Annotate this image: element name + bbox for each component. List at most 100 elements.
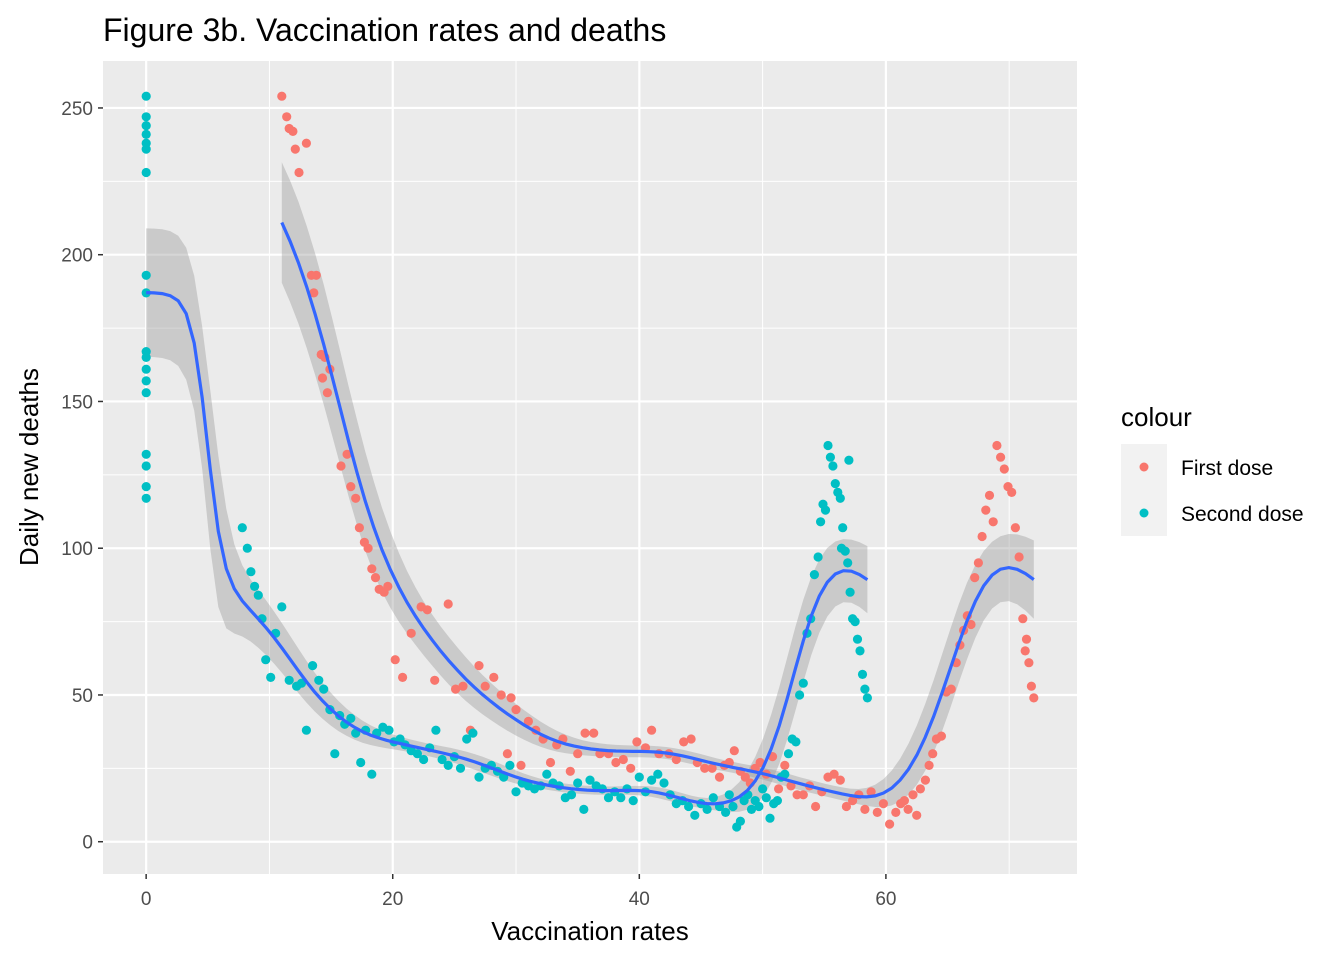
legend-marker-first-dose <box>1139 462 1149 472</box>
y-tick-label: 150 <box>61 392 93 413</box>
data-point <box>480 681 490 691</box>
y-tick-label: 50 <box>72 686 93 707</box>
data-point <box>1018 614 1028 624</box>
data-point <box>496 690 506 700</box>
data-point <box>294 167 304 178</box>
data-point <box>585 775 595 785</box>
data-point <box>367 769 377 779</box>
data-point <box>277 91 287 101</box>
data-point <box>728 801 738 812</box>
data-point <box>290 144 300 154</box>
smooth-lines <box>146 221 1035 806</box>
data-point <box>684 801 694 812</box>
data-point <box>843 558 853 568</box>
data-point <box>632 737 642 747</box>
data-point <box>813 552 823 562</box>
data-point <box>309 288 319 298</box>
data-point <box>936 731 947 741</box>
data-point <box>755 757 765 768</box>
data-point <box>589 728 599 738</box>
data-point <box>746 804 757 815</box>
data-point <box>830 479 840 489</box>
data-point <box>908 790 918 800</box>
data-point <box>795 690 805 700</box>
data-point <box>754 801 764 812</box>
data-point <box>659 778 669 788</box>
data-point <box>758 784 768 794</box>
data-point <box>618 754 628 765</box>
data-point <box>855 646 865 656</box>
data-point <box>999 464 1009 474</box>
data-point <box>984 490 995 500</box>
x-tick-label: 20 <box>382 889 403 910</box>
data-point <box>141 352 151 362</box>
data-point <box>141 91 151 101</box>
data-point <box>647 725 657 735</box>
data-point <box>690 810 700 820</box>
data-point <box>973 558 984 568</box>
data-point <box>774 784 784 794</box>
data-point <box>647 775 657 785</box>
grid-minor <box>103 61 1077 874</box>
data-point <box>885 819 895 829</box>
data-point <box>314 675 324 685</box>
data-point <box>317 373 328 383</box>
data-point <box>319 684 329 694</box>
data-point <box>266 672 276 683</box>
data-point <box>390 655 400 665</box>
data-point <box>301 725 311 735</box>
data-point <box>811 801 821 812</box>
data-point <box>346 713 356 724</box>
data-point <box>671 754 681 765</box>
data-point <box>363 543 373 553</box>
data-point <box>516 760 526 771</box>
data-point <box>455 763 466 773</box>
data-point <box>721 807 731 818</box>
data-point <box>141 482 151 492</box>
data-point <box>458 681 468 691</box>
data-point <box>707 763 717 773</box>
data-point <box>311 270 321 280</box>
data-point <box>565 766 575 776</box>
y-tick-label: 100 <box>61 539 93 560</box>
x-tick-label: 40 <box>629 889 650 910</box>
data-point <box>422 605 432 615</box>
data-point <box>714 772 725 782</box>
data-point <box>443 599 453 609</box>
data-point <box>820 505 831 515</box>
y-tick-label: 200 <box>61 246 93 267</box>
smooth-line <box>280 221 1035 799</box>
x-tick-label: 60 <box>875 889 896 910</box>
data-point <box>322 388 332 398</box>
data-point <box>141 144 151 154</box>
data-point <box>384 725 394 735</box>
data-point <box>511 787 521 797</box>
data-point <box>474 661 484 671</box>
data-point <box>511 705 521 715</box>
x-axis-title: Vaccination rates <box>491 916 689 946</box>
data-point <box>724 790 734 800</box>
data-point <box>356 757 366 768</box>
data-point <box>920 775 931 785</box>
data-point <box>141 388 151 398</box>
data-point <box>412 749 422 759</box>
data-point <box>891 807 901 818</box>
data-point <box>816 517 826 527</box>
data-point <box>700 763 710 773</box>
data-point <box>772 796 783 806</box>
data-point <box>430 675 440 685</box>
data-point <box>141 270 151 280</box>
data-point <box>141 376 151 386</box>
data-point <box>838 523 848 533</box>
data-point <box>250 581 260 592</box>
data-point <box>1026 681 1036 691</box>
data-point <box>866 787 876 797</box>
legend-label-first-dose: First dose <box>1181 457 1273 480</box>
data-point <box>850 617 860 627</box>
data-point <box>634 772 644 782</box>
y-tick-label: 250 <box>61 99 93 120</box>
data-point <box>798 678 808 688</box>
data-point <box>616 793 626 803</box>
data-point <box>542 769 552 779</box>
data-point <box>761 793 771 803</box>
